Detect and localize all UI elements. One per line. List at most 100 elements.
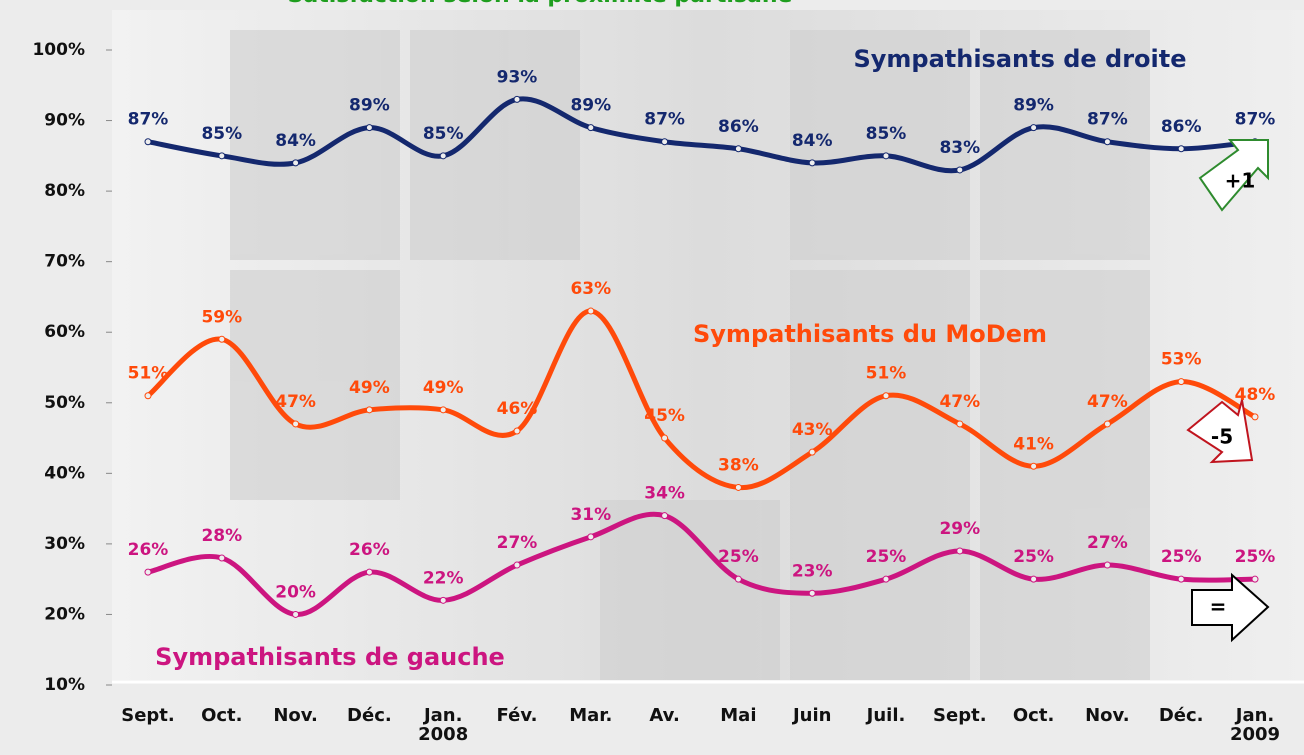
data-label: 25% [1161, 547, 1202, 567]
data-point [293, 421, 299, 427]
data-label: 53% [1161, 350, 1202, 370]
x-tick-label: Sept. [920, 706, 1000, 725]
data-label: 47% [275, 392, 316, 412]
data-point [219, 555, 225, 561]
chart-title: Satisfaction selon la proximité partisan… [288, 0, 793, 8]
data-point [1104, 139, 1110, 145]
data-point [1178, 576, 1184, 582]
x-tick-label: Sept. [108, 706, 188, 725]
data-point [145, 139, 151, 145]
data-label: 28% [201, 526, 242, 546]
data-point [293, 611, 299, 617]
data-point [440, 153, 446, 159]
data-label: 47% [939, 392, 980, 412]
data-point [1178, 146, 1184, 152]
annotation-text: = [1210, 595, 1227, 619]
legend-label: Sympathisants de gauche [155, 643, 505, 671]
data-point [219, 153, 225, 159]
data-label: 89% [349, 96, 390, 116]
data-label: 86% [718, 117, 759, 137]
data-point [588, 534, 594, 540]
x-tick-label: Av. [625, 706, 705, 725]
data-label: 87% [128, 110, 169, 130]
y-tick-label: 90% [44, 111, 85, 131]
data-point [809, 160, 815, 166]
data-label: 89% [570, 96, 611, 116]
data-label: 25% [718, 547, 759, 567]
data-point [662, 513, 668, 519]
data-label: 27% [1087, 533, 1128, 553]
chart-svg: Satisfaction selon la proximité partisan… [0, 0, 1304, 755]
data-label: 27% [497, 533, 538, 553]
data-label: 83% [939, 138, 980, 158]
data-label: 25% [1235, 547, 1276, 567]
data-point [883, 393, 889, 399]
data-label: 23% [792, 561, 833, 581]
data-point [1031, 463, 1037, 469]
x-tick-label: Mai [698, 706, 778, 725]
data-label: 25% [866, 547, 907, 567]
data-label: 34% [644, 484, 685, 504]
data-label: 20% [275, 582, 316, 602]
data-point [957, 167, 963, 173]
data-point [883, 576, 889, 582]
data-label: 59% [201, 307, 242, 327]
data-label: 87% [1235, 110, 1276, 130]
data-label: 41% [1013, 434, 1054, 454]
data-point [735, 484, 741, 490]
x-tick-label: Oct. [182, 706, 262, 725]
data-label: 45% [644, 406, 685, 426]
data-point [662, 435, 668, 441]
x-tick-label: Juin [772, 706, 852, 725]
data-label: 47% [1087, 392, 1128, 412]
legend-label: Sympathisants de droite [853, 45, 1186, 73]
data-point [1104, 421, 1110, 427]
data-point [1178, 379, 1184, 385]
data-point [366, 125, 372, 131]
data-point [293, 160, 299, 166]
data-label: 85% [423, 124, 464, 144]
x-tick-label: Jan. 2009 [1215, 706, 1295, 744]
data-label: 51% [128, 364, 169, 384]
data-label: 26% [349, 540, 390, 560]
x-tick-label: Mar. [551, 706, 631, 725]
data-point [145, 393, 151, 399]
data-point [588, 308, 594, 314]
data-label: 38% [718, 455, 759, 475]
x-tick-label: Déc. [1141, 706, 1221, 725]
data-point [1031, 125, 1037, 131]
data-point [883, 153, 889, 159]
y-tick-label: 50% [44, 393, 85, 413]
y-tick-label: 100% [32, 40, 85, 60]
data-label: 86% [1161, 117, 1202, 137]
x-tick-label: Juil. [846, 706, 926, 725]
data-label: 87% [1087, 110, 1128, 130]
chart: Satisfaction selon la proximité partisan… [0, 0, 1304, 755]
data-point [514, 428, 520, 434]
y-tick-label: 20% [44, 604, 85, 624]
legend-label: Sympathisants du MoDem [693, 320, 1047, 348]
data-label: 63% [570, 279, 611, 299]
y-tick-label: 70% [44, 252, 85, 272]
data-point [809, 449, 815, 455]
data-point [1252, 576, 1258, 582]
data-label: 85% [201, 124, 242, 144]
data-point [1252, 414, 1258, 420]
y-tick-label: 10% [44, 675, 85, 695]
data-point [957, 548, 963, 554]
data-label: 89% [1013, 96, 1054, 116]
data-point [219, 336, 225, 342]
data-label: 84% [792, 131, 833, 151]
y-tick-label: 30% [44, 534, 85, 554]
data-label: 51% [866, 364, 907, 384]
y-tick-label: 80% [44, 181, 85, 201]
data-label: 49% [423, 378, 464, 398]
data-point [514, 96, 520, 102]
y-tick-label: 40% [44, 463, 85, 483]
data-point [735, 146, 741, 152]
x-tick-label: Déc. [329, 706, 409, 725]
data-label: 46% [497, 399, 538, 419]
data-point [957, 421, 963, 427]
data-point [366, 407, 372, 413]
data-label: 25% [1013, 547, 1054, 567]
